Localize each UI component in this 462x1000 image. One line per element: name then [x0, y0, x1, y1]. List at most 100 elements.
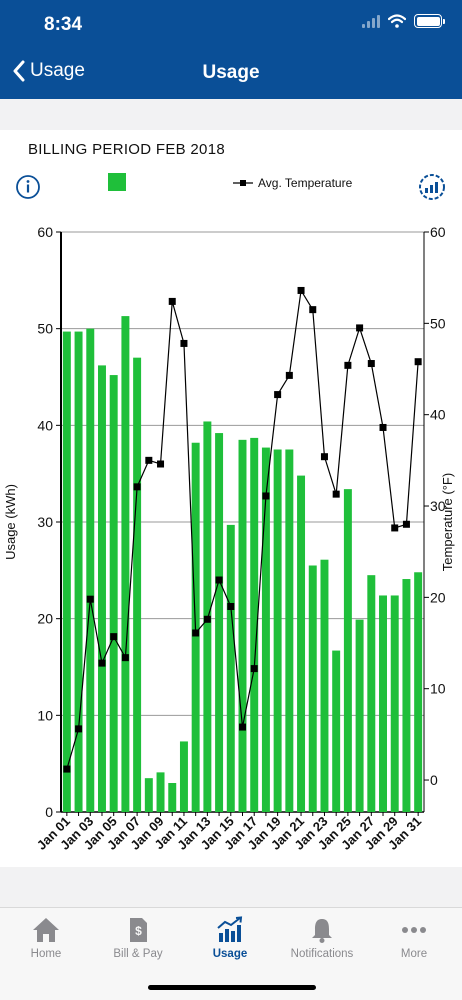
temperature-point: [227, 602, 235, 610]
y-tick-label: 60: [37, 224, 53, 240]
tab-bar: Home $ Bill & Pay Usage Notifications: [0, 907, 462, 1000]
tab-notifications-label: Notifications: [290, 948, 354, 960]
usage-bar: [402, 579, 411, 812]
battery-icon: [414, 14, 445, 28]
usage-bar: [144, 778, 153, 812]
temperature-point: [379, 423, 387, 431]
temperature-point: [356, 324, 364, 332]
temperature-point: [332, 490, 340, 498]
y-tick-label: 10: [37, 707, 53, 723]
usage-bar: [414, 572, 423, 812]
legend-line-label: Avg. Temperature: [258, 176, 353, 190]
y-axis-label: Usage (kWh): [3, 484, 18, 560]
chart-settings-button[interactable]: [419, 174, 445, 200]
temperature-point: [133, 483, 141, 491]
usage-bar: [133, 357, 142, 812]
svg-text:$: $: [135, 924, 142, 938]
tab-usage[interactable]: Usage: [184, 916, 276, 960]
bell-icon: [312, 919, 332, 943]
tab-bill-pay-label: Bill & Pay: [113, 948, 163, 960]
usage-bar: [238, 439, 247, 812]
wifi-icon: [388, 14, 406, 28]
status-time: 8:34: [44, 14, 83, 35]
temperature-point: [250, 665, 258, 673]
temperature-point: [297, 286, 305, 294]
tab-usage-label: Usage: [212, 948, 248, 960]
temperature-point: [168, 297, 176, 305]
chevron-left-icon: [13, 60, 25, 82]
chart-plot-area: 0 10 20 30 40 50 60 0 10 20 30 40 50 60 Usage (kWh) Tem…: [3, 224, 455, 853]
y2-tick-label: 10: [430, 681, 446, 697]
tab-notifications[interactable]: Notifications: [276, 916, 368, 960]
temperature-point: [75, 725, 83, 733]
signal-icon: [362, 14, 380, 28]
usage-bar: [74, 331, 83, 812]
usage-bar: [179, 741, 188, 812]
temperature-point: [215, 576, 223, 584]
usage-bar: [320, 559, 329, 812]
y-tick-label: 20: [37, 611, 53, 627]
tab-home[interactable]: Home: [0, 916, 92, 960]
temperature-point: [192, 629, 200, 637]
y2-tick-label: 50: [430, 315, 446, 331]
y2-tick-label: 0: [430, 772, 438, 788]
temperature-point: [121, 654, 129, 662]
temperature-point: [86, 595, 94, 603]
legend-line-icon: [233, 180, 253, 186]
temperature-point: [180, 339, 188, 347]
temperature-point: [145, 456, 153, 464]
y-tick-label: 0: [45, 804, 53, 820]
billing-period-label: BILLING PERIOD FEB 2018: [28, 141, 225, 158]
usage-bar: [308, 565, 317, 812]
y-tick-label: 40: [37, 417, 53, 433]
tab-bill-pay[interactable]: $ Bill & Pay: [92, 916, 184, 960]
more-icon: [402, 927, 426, 933]
temperature-point: [391, 524, 399, 532]
info-button[interactable]: [16, 175, 40, 199]
temperature-point: [367, 360, 375, 368]
temperature-point: [157, 460, 165, 468]
usage-bar: [379, 595, 387, 812]
usage-bar: [226, 524, 235, 812]
temperature-point: [110, 633, 118, 641]
usage-bar: [168, 783, 177, 812]
back-button[interactable]: Usage: [12, 60, 85, 82]
bill-icon: $: [130, 918, 147, 942]
usage-bar: [343, 489, 352, 812]
temperature-point: [262, 492, 270, 500]
temperature-point: [239, 723, 246, 731]
usage-bar: [98, 365, 106, 812]
usage-bar: [367, 575, 376, 812]
tab-more[interactable]: More: [368, 916, 460, 960]
usage-bar: [355, 619, 364, 812]
usage-bar: [109, 375, 118, 812]
usage-bar: [390, 595, 399, 812]
temperature-point: [98, 659, 106, 667]
home-indicator: [148, 985, 316, 990]
y2-tick-label: 60: [430, 224, 446, 240]
usage-bar: [297, 475, 306, 812]
temperature-point: [320, 453, 328, 461]
usage-chart-icon: [217, 916, 243, 942]
temperature-point: [402, 520, 410, 528]
usage-bar: [250, 437, 259, 812]
usage-bar: [62, 331, 71, 812]
back-label: Usage: [30, 60, 85, 81]
app-header: 8:34 Usage Usage: [0, 0, 462, 99]
status-icons: [362, 14, 445, 28]
usage-bar: [285, 449, 294, 812]
usage-bar: [215, 433, 224, 812]
temperature-point: [274, 391, 282, 399]
y2-axis-label: Temperature (°F): [440, 473, 455, 571]
tab-home-label: Home: [30, 948, 62, 960]
temperature-point: [344, 361, 352, 369]
temperature-point: [63, 765, 71, 773]
usage-bar: [121, 316, 130, 812]
tab-more-label: More: [400, 948, 428, 960]
y2-tick-label: 20: [430, 589, 446, 605]
page-title: Usage: [202, 62, 260, 83]
temperature-point: [285, 371, 293, 379]
usage-bar: [86, 328, 95, 812]
temperature-point: [309, 306, 317, 314]
y2-tick-label: 30: [430, 498, 446, 514]
